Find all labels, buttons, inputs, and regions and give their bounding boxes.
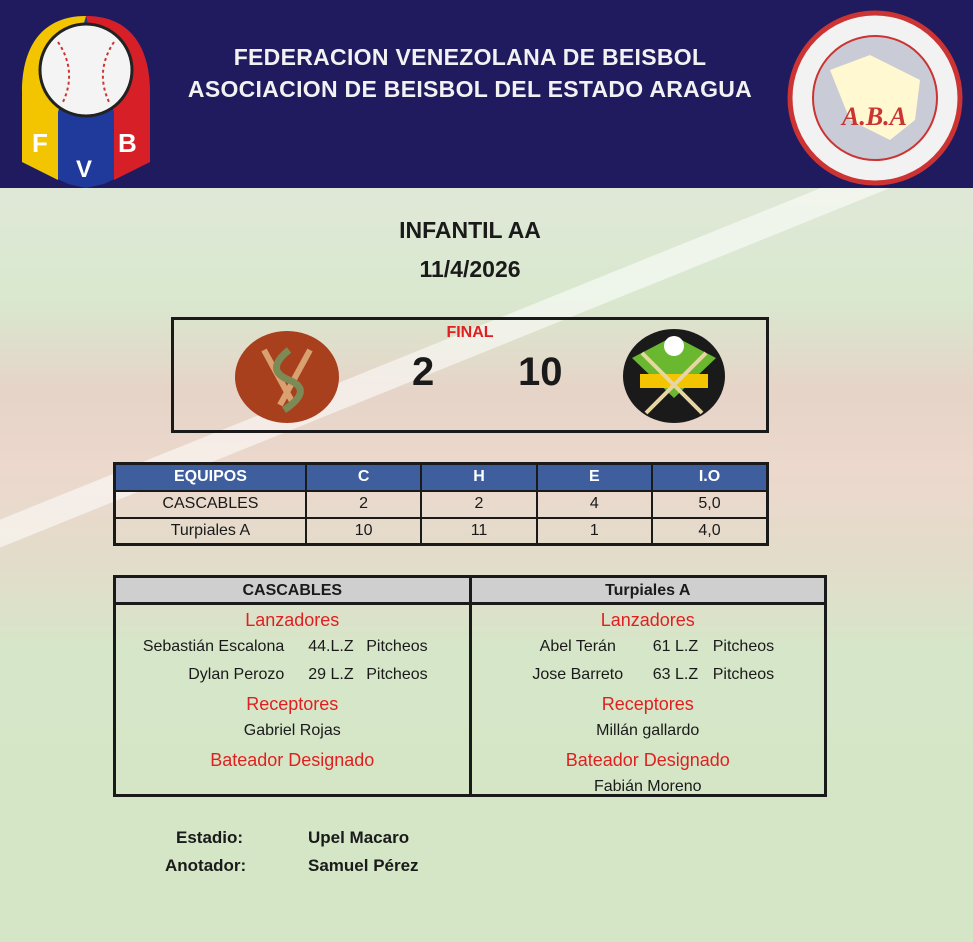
catcher: Millán gallardo bbox=[596, 722, 700, 739]
turpiales-logo bbox=[623, 329, 725, 423]
team-name: Turpiales A bbox=[471, 578, 824, 605]
scoreboard: FINAL 2 10 bbox=[171, 317, 769, 433]
table-row: CASCABLES 2 2 4 5,0 bbox=[113, 489, 769, 519]
stadium-label: Estadio: bbox=[176, 828, 244, 847]
game-date: 11/4/2026 bbox=[419, 256, 521, 282]
home-score: 10 bbox=[518, 350, 563, 394]
pitcher-name: Sebastián Escalona bbox=[142, 638, 285, 655]
pitcher-row: Dylan Perozo 29 L.Z Pitcheos bbox=[116, 661, 469, 689]
catcher: Gabriel Rojas bbox=[243, 722, 341, 739]
catchers-label: Receptores bbox=[246, 694, 339, 714]
pitchers-label: Lanzadores bbox=[600, 610, 695, 630]
pitch-count: 29 L.Z bbox=[308, 666, 354, 683]
pitch-count: 44.L.Z bbox=[308, 638, 354, 655]
scorer-value: Samuel Pérez bbox=[308, 856, 419, 875]
cell: 1 bbox=[535, 516, 654, 546]
cell: 2 bbox=[304, 489, 423, 519]
col-h: H bbox=[420, 462, 538, 492]
lineup-home: Turpiales A Lanzadores Abel Terán 61 L.Z P… bbox=[468, 578, 825, 795]
scorer-label: Anotador: bbox=[165, 856, 247, 875]
lineup-table: CASCABLES Lanzadores Sebastián Escalona 4… bbox=[113, 575, 827, 797]
cascables-logo bbox=[235, 331, 339, 423]
pitcher-name: Jose Barreto bbox=[532, 666, 624, 683]
pitch-unit: Pitcheos bbox=[712, 638, 775, 655]
team-name: CASCABLES bbox=[116, 578, 469, 605]
category-title: INFANTIL AA bbox=[399, 217, 541, 243]
pitcher-name: Abel Terán bbox=[539, 638, 616, 655]
cell: 4,0 bbox=[651, 516, 769, 546]
box-score-table: EQUIPOS C H E I.O CASCABLES 2 2 4 5,0 Tu… bbox=[113, 462, 769, 546]
stadium-value: Upel Macaro bbox=[308, 828, 410, 847]
pitch-unit: Pitcheos bbox=[366, 638, 428, 655]
svg-text:V: V bbox=[76, 156, 92, 183]
cell: 10 bbox=[304, 516, 423, 546]
pitcher-row: Abel Terán 61 L.Z Pitcheos bbox=[472, 633, 825, 661]
col-c: C bbox=[304, 462, 423, 492]
header-line2: ASOCIACION DE BEISBOL DEL ESTADO ARAGUA bbox=[187, 76, 753, 102]
pitcher-name: Dylan Perozo bbox=[188, 666, 285, 683]
col-e: E bbox=[535, 462, 654, 492]
game-status: FINAL bbox=[446, 324, 494, 341]
cell: Turpiales A bbox=[113, 516, 307, 546]
dh-label: Bateador Designado bbox=[565, 750, 730, 770]
fvb-logo: F V B bbox=[22, 16, 150, 188]
pitcher-row: Sebastián Escalona 44.L.Z Pitcheos bbox=[116, 633, 469, 661]
svg-text:A.B.A: A.B.A bbox=[840, 102, 907, 131]
pitch-unit: Pitcheos bbox=[366, 666, 428, 683]
catchers-label: Receptores bbox=[601, 694, 694, 714]
cell: 2 bbox=[420, 489, 538, 519]
header-banner: F V B FEDERACION VENEZOLANA DE BEISBOL A… bbox=[0, 0, 973, 188]
away-score: 2 bbox=[412, 350, 435, 394]
lineup-away: CASCABLES Lanzadores Sebastián Escalona 4… bbox=[116, 578, 469, 794]
cell: 11 bbox=[420, 516, 538, 546]
pitchers-label: Lanzadores bbox=[245, 610, 340, 630]
pitch-count: 63 L.Z bbox=[652, 666, 699, 683]
dh-label: Bateador Designado bbox=[210, 750, 375, 770]
pitcher-row: Jose Barreto 63 L.Z Pitcheos bbox=[472, 661, 825, 689]
dh: Fabián Moreno bbox=[593, 778, 702, 795]
aba-logo: A.B.A bbox=[787, 10, 963, 186]
table-header-row: EQUIPOS C H E I.O bbox=[113, 462, 769, 492]
dh bbox=[116, 773, 469, 801]
col-equipos: EQUIPOS bbox=[113, 462, 307, 492]
cell: 4 bbox=[535, 489, 654, 519]
pitch-count: 61 L.Z bbox=[652, 638, 699, 655]
cell: 5,0 bbox=[651, 489, 769, 519]
cell: CASCABLES bbox=[113, 489, 307, 519]
header-line1: FEDERACION VENEZOLANA DE BEISBOL bbox=[233, 44, 707, 70]
pitch-unit: Pitcheos bbox=[712, 666, 775, 683]
table-row: Turpiales A 10 11 1 4,0 bbox=[113, 516, 769, 546]
svg-text:F: F bbox=[32, 128, 48, 158]
col-io: I.O bbox=[651, 462, 769, 492]
svg-text:B: B bbox=[118, 128, 137, 158]
